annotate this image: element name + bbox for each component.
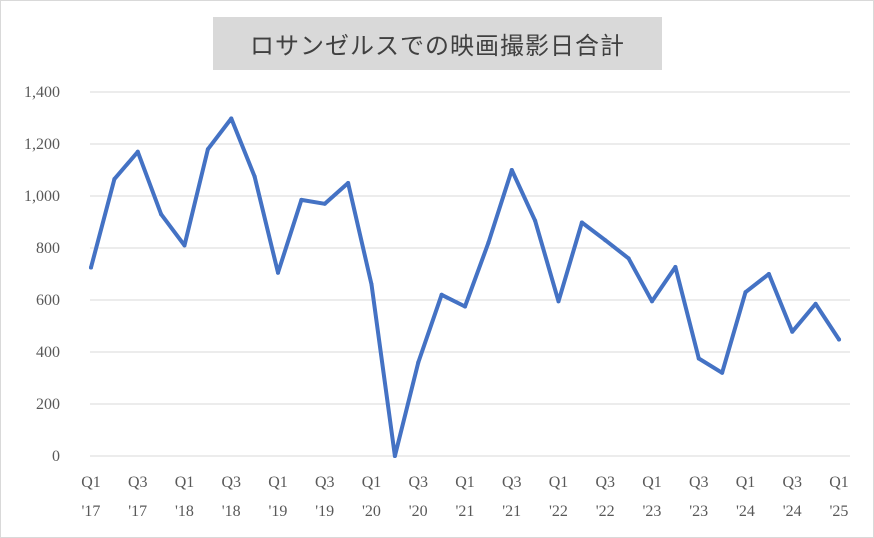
x-tick-label: Q1	[736, 474, 756, 491]
data-point	[112, 177, 117, 182]
data-point	[299, 197, 304, 202]
data-point	[89, 265, 93, 270]
series-line	[89, 116, 841, 458]
x-axis-ticks: Q1 '17 Q3 '17 Q1 '18 Q3 '18 Q1 '19 Q3 '19 Q1 '20 Q3 '20…	[81, 474, 849, 520]
data-point	[603, 238, 608, 243]
data-point	[392, 454, 397, 458]
y-tick-label: 200	[36, 396, 60, 413]
data-point	[813, 301, 818, 306]
series-layer	[89, 116, 841, 458]
gridlines	[90, 91, 850, 457]
data-point	[252, 174, 257, 179]
data-point	[182, 243, 187, 248]
y-tick-label: 600	[36, 292, 60, 309]
x-tick-label: Q3	[408, 474, 428, 491]
x-tick-year-label: '18	[222, 503, 241, 520]
x-tick-label: Q1	[175, 474, 195, 491]
data-point	[837, 337, 841, 342]
data-point	[650, 299, 654, 304]
x-tick-label: Q3	[782, 474, 802, 491]
chart-title: ロサンゼルスでの映画撮影日合計	[250, 32, 625, 60]
x-tick-label: Q1	[642, 474, 662, 491]
x-tick-year-label: '19	[269, 503, 288, 520]
y-tick-label: 1,000	[24, 188, 60, 205]
x-tick-label: Q3	[502, 474, 522, 491]
x-tick-label: Q3	[221, 474, 241, 491]
x-tick-year-label: '18	[175, 503, 194, 520]
data-point	[369, 282, 374, 287]
x-tick-label: Q3	[689, 474, 709, 491]
x-tick-label: Q3	[595, 474, 615, 491]
y-axis-ticks: 0 200 400 600 800 1,000 1,200 1,400	[24, 84, 60, 465]
x-tick-label: Q3	[315, 474, 335, 491]
x-tick-label: Q3	[128, 474, 148, 491]
y-tick-label: 1,400	[24, 84, 60, 101]
x-tick-year-label: '22	[549, 503, 568, 520]
data-point	[579, 220, 584, 225]
data-point	[533, 218, 538, 223]
data-point	[135, 149, 140, 154]
data-point	[720, 370, 725, 375]
data-point	[673, 264, 678, 269]
data-point	[790, 329, 795, 334]
x-tick-year-label: '24	[736, 503, 755, 520]
data-point	[416, 360, 421, 365]
x-tick-year-label: '21	[502, 503, 521, 520]
y-tick-label: 400	[36, 344, 60, 361]
x-tick-year-label: '20	[409, 503, 428, 520]
y-tick-label: 800	[36, 240, 60, 257]
y-tick-label: 1,200	[24, 136, 60, 153]
data-point	[626, 256, 631, 261]
data-point	[766, 272, 771, 276]
x-tick-label: Q1	[455, 474, 475, 491]
data-point	[322, 201, 327, 206]
data-point	[486, 240, 491, 245]
x-tick-year-label: '23	[643, 503, 662, 520]
data-point	[205, 147, 210, 152]
x-tick-label: Q1	[81, 474, 101, 491]
data-point	[276, 270, 280, 275]
chart-title-box: ロサンゼルスでの映画撮影日合計	[213, 17, 662, 70]
x-tick-year-label: '20	[362, 503, 381, 520]
x-tick-label: Q1	[362, 474, 382, 491]
data-point	[743, 290, 748, 295]
x-tick-year-label: '19	[315, 503, 334, 520]
x-tick-label: Q1	[829, 474, 849, 491]
x-tick-year-label: '17	[82, 503, 101, 520]
data-point	[346, 181, 351, 185]
x-tick-year-label: '21	[456, 503, 475, 520]
x-tick-year-label: '25	[830, 503, 849, 520]
data-point	[463, 304, 467, 309]
data-point	[509, 168, 514, 172]
data-point	[556, 299, 561, 304]
data-point	[696, 356, 701, 361]
x-tick-label: Q1	[268, 474, 288, 491]
data-point	[439, 292, 444, 297]
data-point	[229, 116, 234, 121]
x-tick-year-label: '17	[128, 503, 147, 520]
x-tick-year-label: '23	[689, 503, 708, 520]
x-tick-year-label: '22	[596, 503, 615, 520]
x-tick-label: Q1	[549, 474, 569, 491]
y-tick-label: 0	[52, 448, 60, 465]
x-tick-year-label: '24	[783, 503, 802, 520]
data-point	[159, 212, 164, 217]
